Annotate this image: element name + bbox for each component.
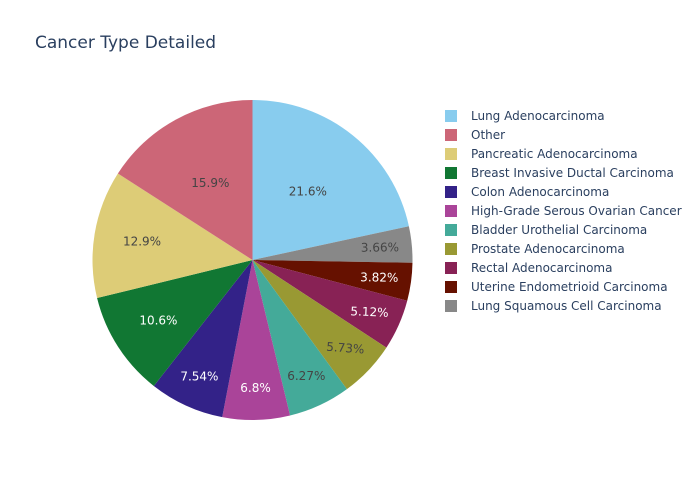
legend-label: Pancreatic Adenocarcinoma xyxy=(471,146,638,161)
pie-label-rectal-adenocarcinoma: 5.12% xyxy=(350,304,389,320)
pie-label-pancreatic-adenocarcinoma: 12.9% xyxy=(123,235,161,249)
legend-label: Other xyxy=(471,127,506,142)
pie-label-bladder-urothelial-carcinoma: 6.27% xyxy=(287,369,325,383)
legend-swatch xyxy=(445,128,457,141)
legend: Lung Adenocarcinoma Other Pancreatic Adeno… xyxy=(445,106,682,315)
legend-item-high-grade-serous-ovarian-cancer[interactable]: High-Grade Serous Ovarian Cancer xyxy=(445,201,682,220)
pie-label-lung-adenocarcinoma: 21.6% xyxy=(289,185,327,199)
legend-swatch xyxy=(445,147,457,160)
pie-slice-colon-adenocarcinoma[interactable] xyxy=(153,260,253,418)
pie-slice-rectal-adenocarcinoma[interactable] xyxy=(252,260,408,348)
chart-title: Cancer Type Detailed xyxy=(35,33,217,53)
legend-label: Lung Adenocarcinoma xyxy=(471,108,605,123)
pie-slice-bladder-urothelial-carcinoma[interactable] xyxy=(252,260,347,416)
legend-swatch xyxy=(445,280,457,293)
pie-label-colon-adenocarcinoma: 7.54% xyxy=(180,370,218,384)
legend-item-bladder-urothelial-carcinoma[interactable]: Bladder Urothelial Carcinoma xyxy=(445,220,682,239)
legend-label: Lung Squamous Cell Carcinoma xyxy=(471,298,662,313)
legend-item-breast-invasive-ductal-carcinoma[interactable]: Breast Invasive Ductal Carcinoma xyxy=(445,163,682,182)
pie-label-prostate-adenocarcinoma: 5.73% xyxy=(326,340,365,357)
pie-slice-pancreatic-adenocarcinoma[interactable] xyxy=(92,173,253,299)
pie-slice-other[interactable] xyxy=(117,100,253,260)
legend-swatch xyxy=(445,204,457,217)
legend-label: Prostate Adenocarcinoma xyxy=(471,241,625,256)
pie-label-uterine-endometrioid-carcinoma: 3.82% xyxy=(360,270,398,285)
pie-label-high-grade-serous-ovarian-cancer: 6.8% xyxy=(240,381,271,395)
legend-swatch xyxy=(445,223,457,236)
pie-slice-prostate-adenocarcinoma[interactable] xyxy=(252,260,387,390)
pie-slice-lung-squamous-cell-carcinoma[interactable] xyxy=(252,226,413,263)
legend-item-rectal-adenocarcinoma[interactable]: Rectal Adenocarcinoma xyxy=(445,258,682,277)
legend-label: Bladder Urothelial Carcinoma xyxy=(471,222,648,237)
legend-swatch xyxy=(445,109,457,122)
pie-slice-lung-adenocarcinoma[interactable] xyxy=(252,100,409,260)
legend-item-colon-adenocarcinoma[interactable]: Colon Adenocarcinoma xyxy=(445,182,682,201)
legend-label: High-Grade Serous Ovarian Cancer xyxy=(471,203,682,218)
pie-slice-breast-invasive-ductal-carcinoma[interactable] xyxy=(97,260,253,386)
pie-label-breast-invasive-ductal-carcinoma: 10.6% xyxy=(139,314,177,328)
legend-swatch xyxy=(445,242,457,255)
legend-label: Uterine Endometrioid Carcinoma xyxy=(471,279,668,294)
legend-item-other[interactable]: Other xyxy=(445,125,682,144)
pie-labels: 21.6% 3.66% 3.82% 5.12% 5.73%6.27% 6.8% 7.54% 1… xyxy=(123,176,399,395)
pie-label-other: 15.9% xyxy=(191,176,229,190)
pie-slices xyxy=(92,100,413,421)
legend-swatch xyxy=(445,185,457,198)
legend-label: Rectal Adenocarcinoma xyxy=(471,260,613,275)
pie-slice-high-grade-serous-ovarian-cancer[interactable] xyxy=(222,260,291,421)
legend-item-prostate-adenocarcinoma[interactable]: Prostate Adenocarcinoma xyxy=(445,239,682,258)
legend-item-uterine-endometrioid-carcinoma[interactable]: Uterine Endometrioid Carcinoma xyxy=(445,277,682,296)
legend-swatch xyxy=(445,261,457,274)
legend-item-pancreatic-adenocarcinoma[interactable]: Pancreatic Adenocarcinoma xyxy=(445,144,682,163)
legend-swatch xyxy=(445,166,457,179)
pie-slice-uterine-endometrioid-carcinoma[interactable] xyxy=(252,260,413,301)
legend-item-lung-squamous-cell-carcinoma[interactable]: Lung Squamous Cell Carcinoma xyxy=(445,296,682,315)
legend-item-lung-adenocarcinoma[interactable]: Lung Adenocarcinoma xyxy=(445,106,682,125)
legend-label: Colon Adenocarcinoma xyxy=(471,184,610,199)
legend-swatch xyxy=(445,299,457,312)
legend-label: Breast Invasive Ductal Carcinoma xyxy=(471,165,674,180)
pie-label-lung-squamous-cell-carcinoma: 3.66% xyxy=(361,240,399,254)
